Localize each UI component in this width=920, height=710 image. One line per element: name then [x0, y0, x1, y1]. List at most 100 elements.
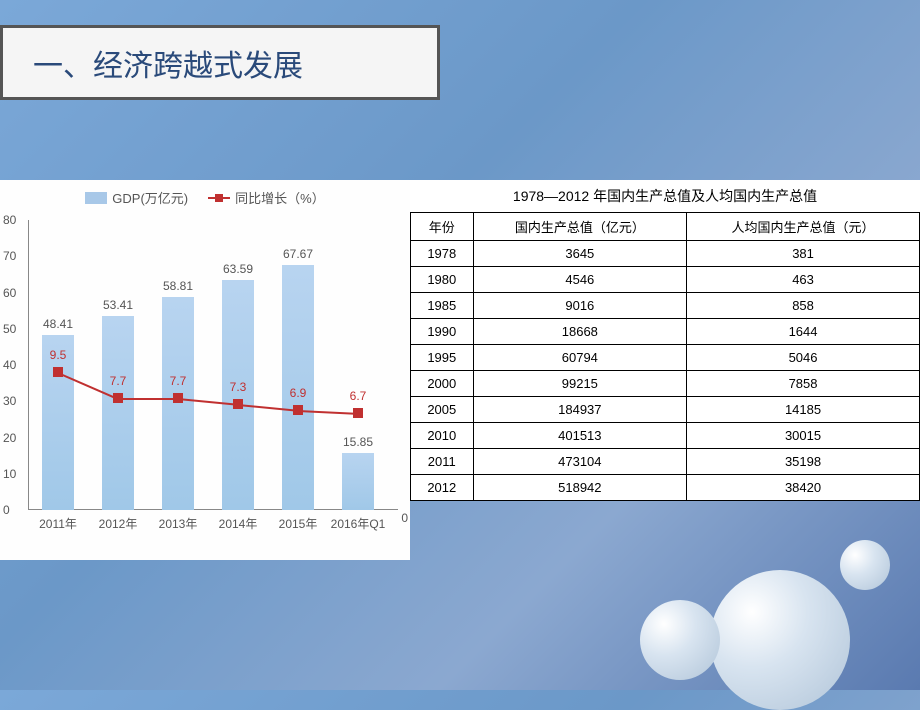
- y-tick-label: 20: [3, 431, 16, 445]
- table-cell: 99215: [473, 371, 687, 397]
- table-cell: 14185: [687, 397, 920, 423]
- table-cell: 473104: [473, 449, 687, 475]
- x-tick-label: 2011年: [39, 515, 77, 532]
- table-row: 1990186681644: [411, 319, 920, 345]
- y-axis: [28, 220, 29, 510]
- title-box: 一、经济跨越式发展: [0, 25, 440, 100]
- y-tick-label: 40: [3, 358, 16, 372]
- legend-line-label: 同比增长（%）: [235, 188, 325, 207]
- line-marker: [173, 393, 183, 403]
- gdp-table: 年份国内生产总值（亿元）人均国内生产总值（元） 1978364538119804…: [410, 212, 920, 501]
- table-cell: 9016: [473, 293, 687, 319]
- y-tick-label: 70: [3, 249, 16, 263]
- table-cell: 1995: [411, 345, 474, 371]
- table-cell: 401513: [473, 423, 687, 449]
- line-marker: [353, 408, 363, 418]
- y-tick-label: 50: [3, 322, 16, 336]
- table-cell: 463: [687, 267, 920, 293]
- table-cell: 60794: [473, 345, 687, 371]
- line-value-label: 9.5: [50, 348, 67, 362]
- table-row: 1995607945046: [411, 345, 920, 371]
- bar-value-label: 48.41: [43, 317, 73, 331]
- legend-line-item: 同比增长（%）: [208, 188, 325, 207]
- table-cell: 518942: [473, 475, 687, 501]
- bar-value-label: 63.59: [223, 262, 253, 276]
- decorative-sphere: [840, 540, 890, 590]
- chart-legend: GDP(万亿元) 同比增长（%）: [0, 180, 410, 215]
- bar-value-label: 15.85: [343, 435, 373, 449]
- table-cell: 38420: [687, 475, 920, 501]
- x-tick-label: 2016年Q1: [331, 515, 386, 532]
- table-row: 19783645381: [411, 241, 920, 267]
- table-cell: 2010: [411, 423, 474, 449]
- y-tick-label: 60: [3, 286, 16, 300]
- table-header-cell: 人均国内生产总值（元）: [687, 213, 920, 241]
- table-cell: 30015: [687, 423, 920, 449]
- table-row: 19804546463: [411, 267, 920, 293]
- x-tick-label: 2014年: [219, 515, 258, 532]
- bar-value-label: 58.81: [163, 279, 193, 293]
- table-row: 19859016858: [411, 293, 920, 319]
- table-cell: 1980: [411, 267, 474, 293]
- x-tick-label: 2012年: [99, 515, 138, 532]
- x-tick-label: 2015年: [279, 515, 318, 532]
- table-header-cell: 年份: [411, 213, 474, 241]
- line-value-label: 6.7: [350, 389, 367, 403]
- bar: 15.85: [342, 453, 374, 510]
- table-cell: 381: [687, 241, 920, 267]
- table-cell: 1978: [411, 241, 474, 267]
- bar: 58.81: [162, 297, 194, 510]
- table-row: 200518493714185: [411, 397, 920, 423]
- table-title: 1978—2012 年国内生产总值及人均国内生产总值: [410, 180, 920, 212]
- legend-line-swatch: [208, 197, 230, 199]
- page-title: 一、经济跨越式发展: [33, 41, 303, 85]
- legend-bar-item: GDP(万亿元): [85, 188, 188, 207]
- table-cell: 184937: [473, 397, 687, 423]
- table-row: 2000992157858: [411, 371, 920, 397]
- table-cell: 2012: [411, 475, 474, 501]
- gdp-chart: GDP(万亿元) 同比增长（%） 0 0 10 20 30 40 50 60 70 80 48.4…: [0, 180, 410, 560]
- chart-plot-area: 0 0102030405060708048.412011年9.553.41201…: [28, 220, 398, 510]
- table-header-row: 年份国内生产总值（亿元）人均国内生产总值（元）: [411, 213, 920, 241]
- line-segment: [118, 398, 178, 400]
- line-marker: [113, 393, 123, 403]
- x-tick-label: 2013年: [159, 515, 198, 532]
- line-marker: [233, 399, 243, 409]
- legend-bar-swatch: [85, 192, 107, 204]
- legend-bar-label: GDP(万亿元): [112, 188, 188, 207]
- line-marker: [293, 405, 303, 415]
- table-cell: 35198: [687, 449, 920, 475]
- table-cell: 1985: [411, 293, 474, 319]
- line-value-label: 7.7: [110, 374, 127, 388]
- table-cell: 2005: [411, 397, 474, 423]
- x-axis-origin: 0: [401, 511, 408, 525]
- table-cell: 858: [687, 293, 920, 319]
- y-tick-label: 80: [3, 213, 16, 227]
- line-value-label: 7.7: [170, 374, 187, 388]
- gdp-table-container: 1978—2012 年国内生产总值及人均国内生产总值 年份国内生产总值（亿元）人…: [410, 180, 920, 501]
- y-tick-label: 30: [3, 394, 16, 408]
- line-marker: [53, 367, 63, 377]
- bar: 63.59: [222, 280, 254, 511]
- line-value-label: 7.3: [230, 380, 247, 394]
- table-cell: 2000: [411, 371, 474, 397]
- table-cell: 5046: [687, 345, 920, 371]
- bar-value-label: 67.67: [283, 247, 313, 261]
- table-cell: 2011: [411, 449, 474, 475]
- bar-value-label: 53.41: [103, 298, 133, 312]
- table-header-cell: 国内生产总值（亿元）: [473, 213, 687, 241]
- line-value-label: 6.9: [290, 386, 307, 400]
- bar: 53.41: [102, 316, 134, 510]
- table-row: 201147310435198: [411, 449, 920, 475]
- y-tick-label: 10: [3, 467, 16, 481]
- table-cell: 18668: [473, 319, 687, 345]
- y-tick-label: 0: [3, 503, 10, 517]
- table-cell: 1644: [687, 319, 920, 345]
- table-cell: 4546: [473, 267, 687, 293]
- decorative-sphere: [640, 600, 720, 680]
- table-cell: 1990: [411, 319, 474, 345]
- decorative-sphere: [710, 570, 850, 710]
- table-row: 201251894238420: [411, 475, 920, 501]
- table-cell: 7858: [687, 371, 920, 397]
- table-cell: 3645: [473, 241, 687, 267]
